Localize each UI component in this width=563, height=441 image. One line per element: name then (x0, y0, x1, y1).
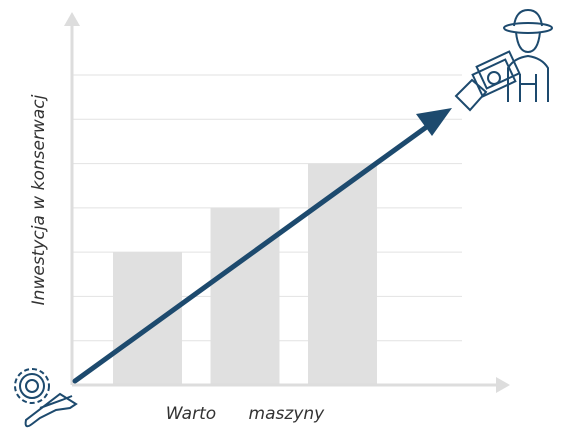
y-axis-label: Inwestycja w konserwacj (29, 94, 49, 305)
x-axis-arrow (496, 377, 510, 393)
farmer-icon (454, 8, 553, 112)
bar (308, 163, 377, 385)
trend-arrowhead (416, 108, 452, 136)
bars (113, 163, 377, 385)
gear-icon (14, 368, 78, 428)
trend-arrow (72, 120, 435, 384)
bar (210, 207, 280, 385)
x-axis-label: Warto maszyny (166, 404, 325, 424)
y-axis-arrow (64, 12, 80, 26)
bar (113, 252, 182, 385)
